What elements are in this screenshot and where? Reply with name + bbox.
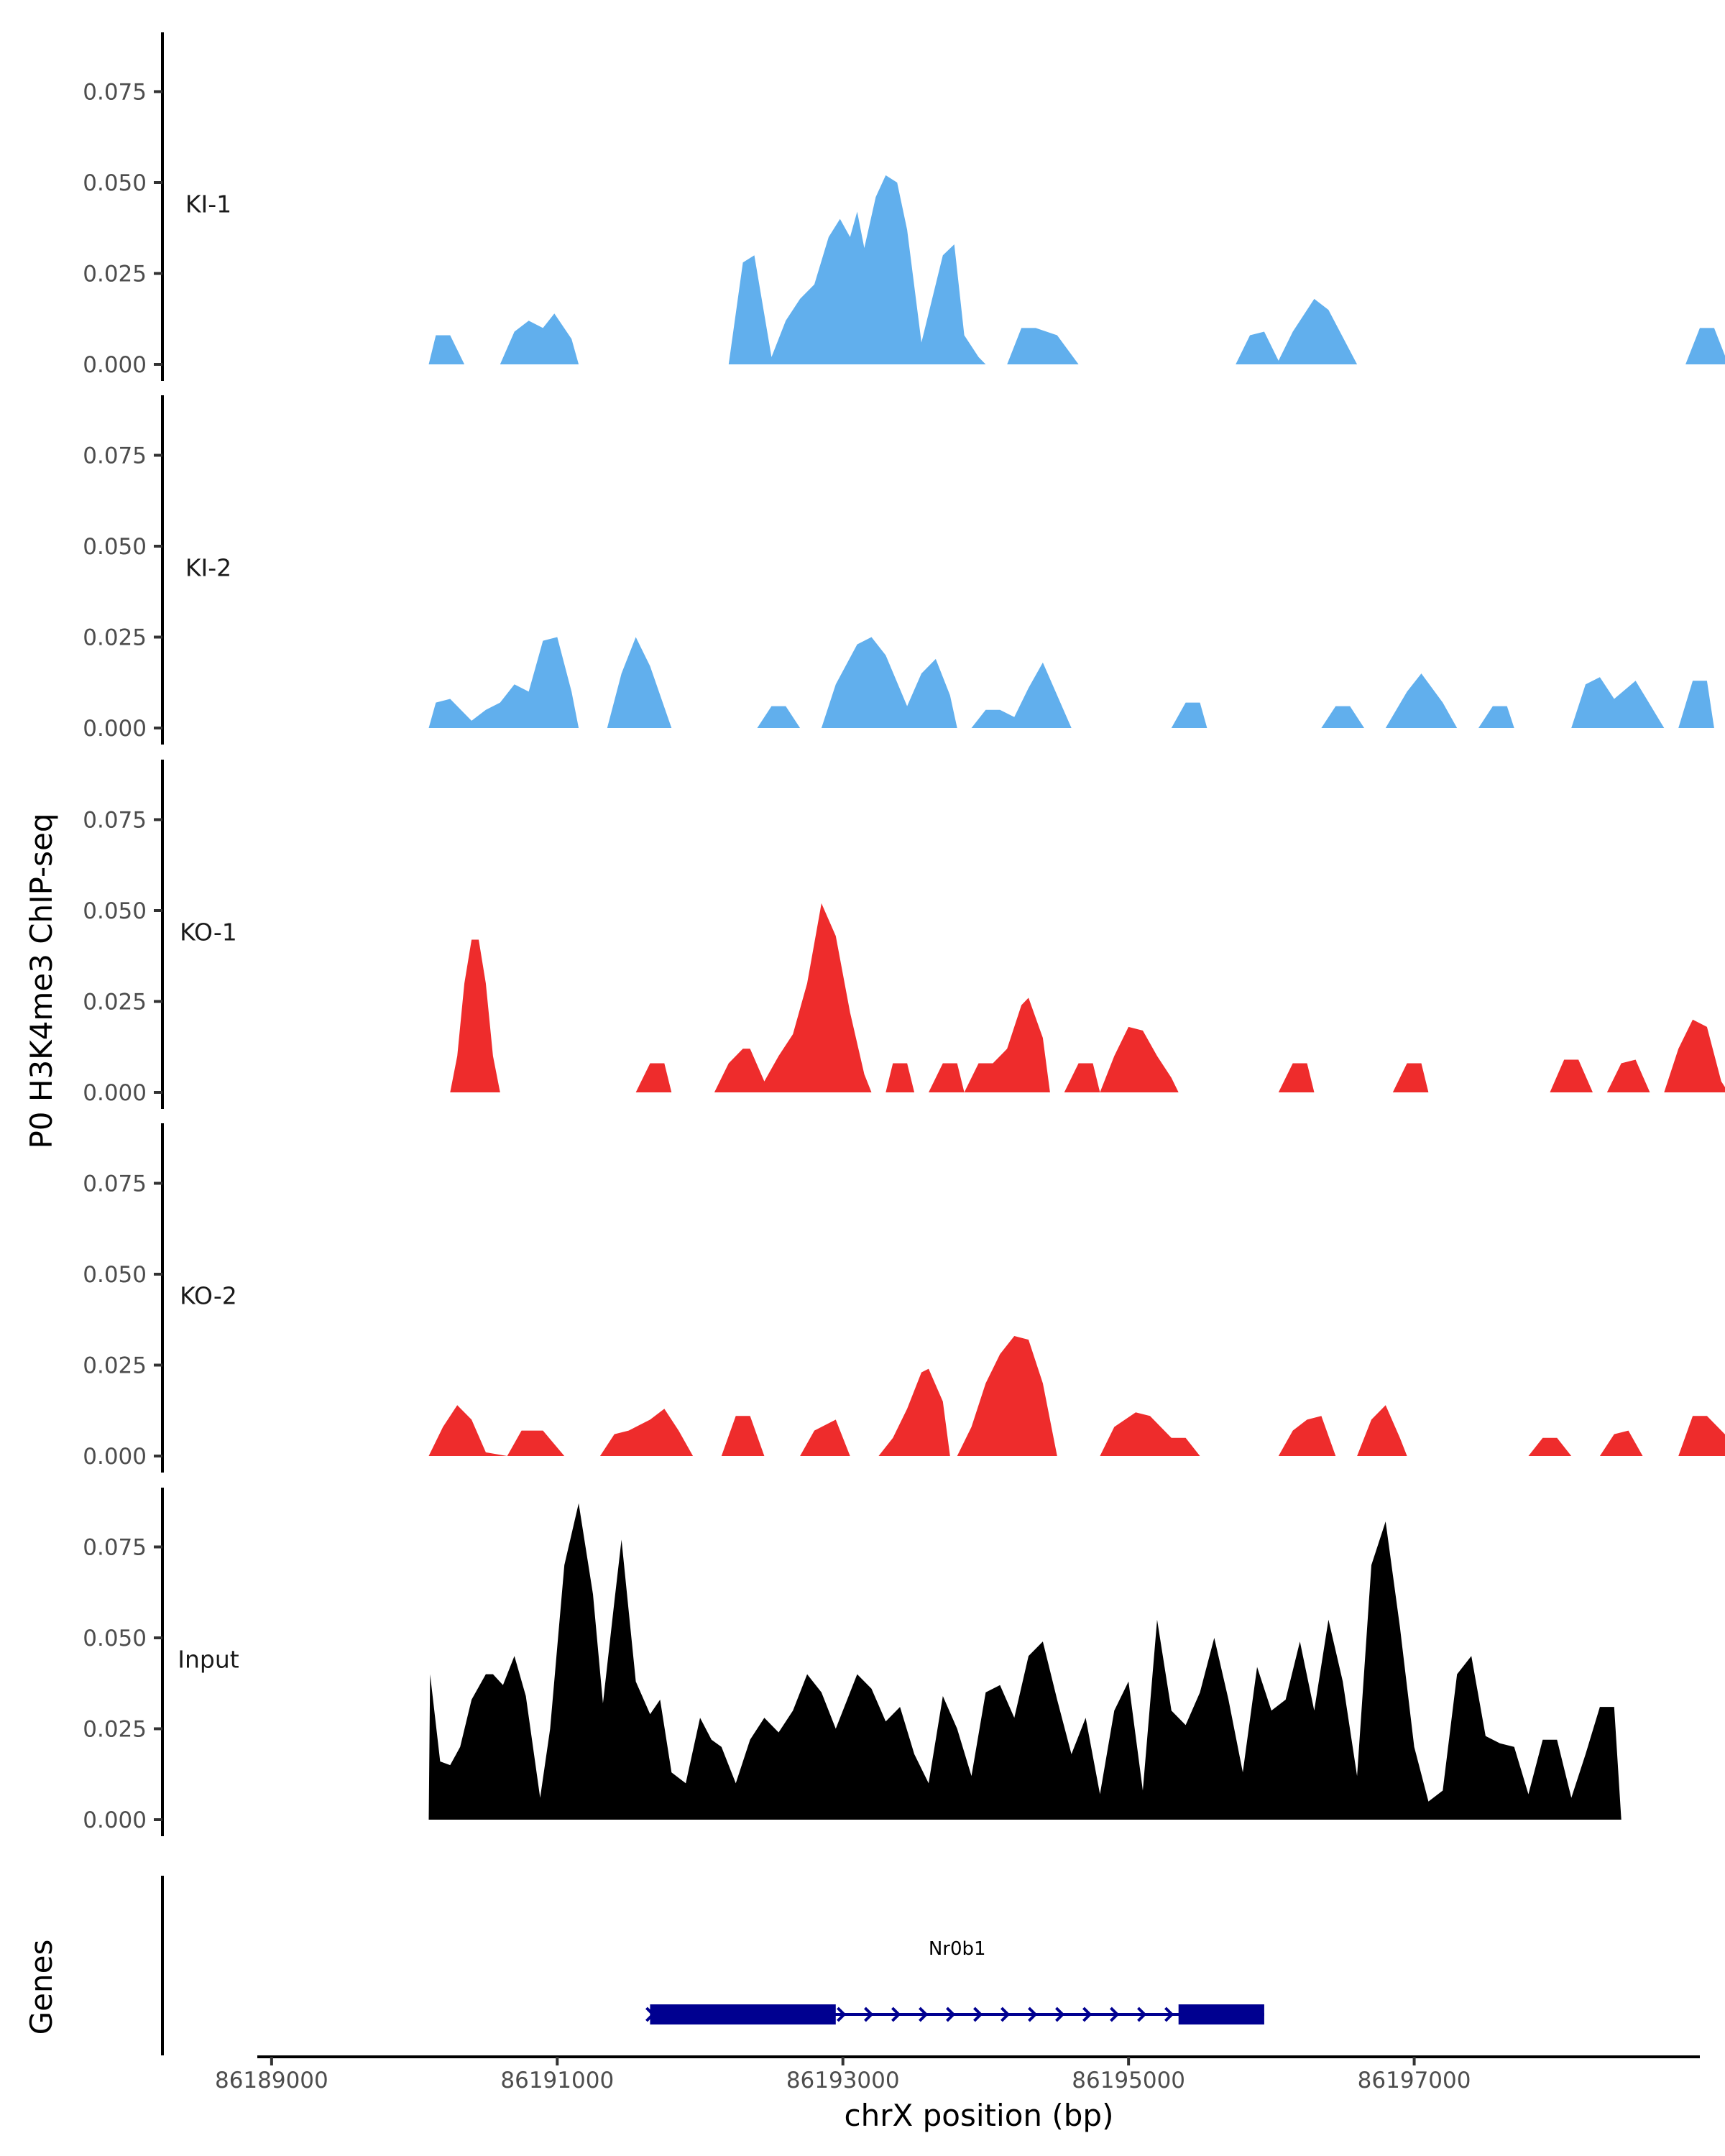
- strand-arrow-icon: [1055, 2007, 1065, 2022]
- strand-arrow-icon: [1000, 2007, 1011, 2022]
- y-tick-label: 0.050: [83, 1262, 147, 1288]
- signal-area-ki-2: [428, 637, 1725, 728]
- signal-area-ki-1: [428, 175, 1725, 364]
- strand-arrow-icon: [1028, 2007, 1038, 2022]
- y-tick-label: 0.075: [83, 808, 147, 834]
- y-tick-label: 0.025: [83, 262, 147, 287]
- x-axis: 86189000 86191000 86193000 86195000 86197000: [215, 2055, 1700, 2093]
- track-panel-ko-2: 0.000 0.025 0.050 0.075 KO-2: [83, 1123, 1725, 1473]
- track-label: Input: [178, 1645, 239, 1673]
- gene-exon: [650, 2004, 836, 2024]
- strand-arrow-icon: [891, 2007, 901, 2022]
- y-tick-label: 0.000: [83, 1807, 147, 1833]
- strand-arrow-icon: [946, 2007, 956, 2022]
- y-tick-label: 0.050: [83, 534, 147, 560]
- gene-track-title: Genes: [24, 1940, 59, 2035]
- y-tick-label: 0.025: [83, 990, 147, 1015]
- track-panel-ko-1: 0.000 0.025 0.050 0.075 KO-1: [83, 760, 1725, 1109]
- y-tick-label: 0.025: [83, 1353, 147, 1379]
- track-label: KI-2: [185, 553, 231, 581]
- y-tick-label: 0.075: [83, 1535, 147, 1561]
- y-tick-label: 0.025: [83, 1717, 147, 1743]
- x-tick-label: 86189000: [215, 2068, 328, 2093]
- track-panel-ki-2: 0.000 0.025 0.050 0.075 KI-2: [83, 395, 1725, 745]
- strand-arrow-icon: [837, 2007, 847, 2022]
- strand-arrow-icon: [864, 2007, 874, 2022]
- track-label: KI-1: [185, 190, 231, 218]
- gene-panel: Nr0b1: [161, 1876, 1264, 2055]
- x-tick-label: 86191000: [500, 2068, 614, 2093]
- x-tick-label: 86193000: [786, 2068, 900, 2093]
- y-tick-label: 0.075: [83, 80, 147, 106]
- x-axis-title: chrX position (bp): [845, 2098, 1114, 2133]
- y-tick-label: 0.075: [83, 443, 147, 469]
- strand-arrow-icon: [1110, 2007, 1120, 2022]
- y-tick-label: 0.000: [83, 1444, 147, 1470]
- track-panel-ki-1: 0.000 0.025 0.050 0.075 KI-1: [83, 32, 1725, 381]
- y-tick-label: 0.050: [83, 170, 147, 196]
- strand-arrow-icon: [919, 2007, 929, 2022]
- y-axis-title: P0 H3K4me3 ChIP-seq: [24, 813, 59, 1148]
- y-tick-label: 0.025: [83, 625, 147, 651]
- track-panel-input: 0.000 0.025 0.050 0.075 Input: [83, 1488, 1622, 1836]
- strand-arrow-icon: [973, 2007, 983, 2022]
- track-label: KO-2: [180, 1281, 237, 1309]
- y-tick-label: 0.050: [83, 898, 147, 924]
- x-tick-label: 86197000: [1358, 2068, 1471, 2093]
- x-tick-label: 86195000: [1072, 2068, 1185, 2093]
- signal-area-ko-2: [428, 1336, 1725, 1456]
- y-tick-label: 0.000: [83, 1080, 147, 1106]
- y-tick-label: 0.075: [83, 1171, 147, 1197]
- gene-exon: [1178, 2004, 1264, 2024]
- gene-label: Nr0b1: [929, 1938, 986, 1960]
- signal-area-input: [428, 1503, 1622, 1820]
- strand-arrow-icon: [1082, 2007, 1092, 2022]
- track-label: KO-1: [180, 918, 237, 946]
- y-tick-label: 0.000: [83, 352, 147, 378]
- y-tick-label: 0.050: [83, 1626, 147, 1651]
- strand-arrow-icon: [1137, 2007, 1147, 2022]
- y-tick-label: 0.000: [83, 716, 147, 742]
- signal-area-ko-1: [450, 903, 1725, 1092]
- chip-seq-panels: 0.0000.0250.0500.075KI-10.0000.0250.0500…: [83, 32, 1725, 1836]
- strand-arrow-icon: [1164, 2007, 1174, 2022]
